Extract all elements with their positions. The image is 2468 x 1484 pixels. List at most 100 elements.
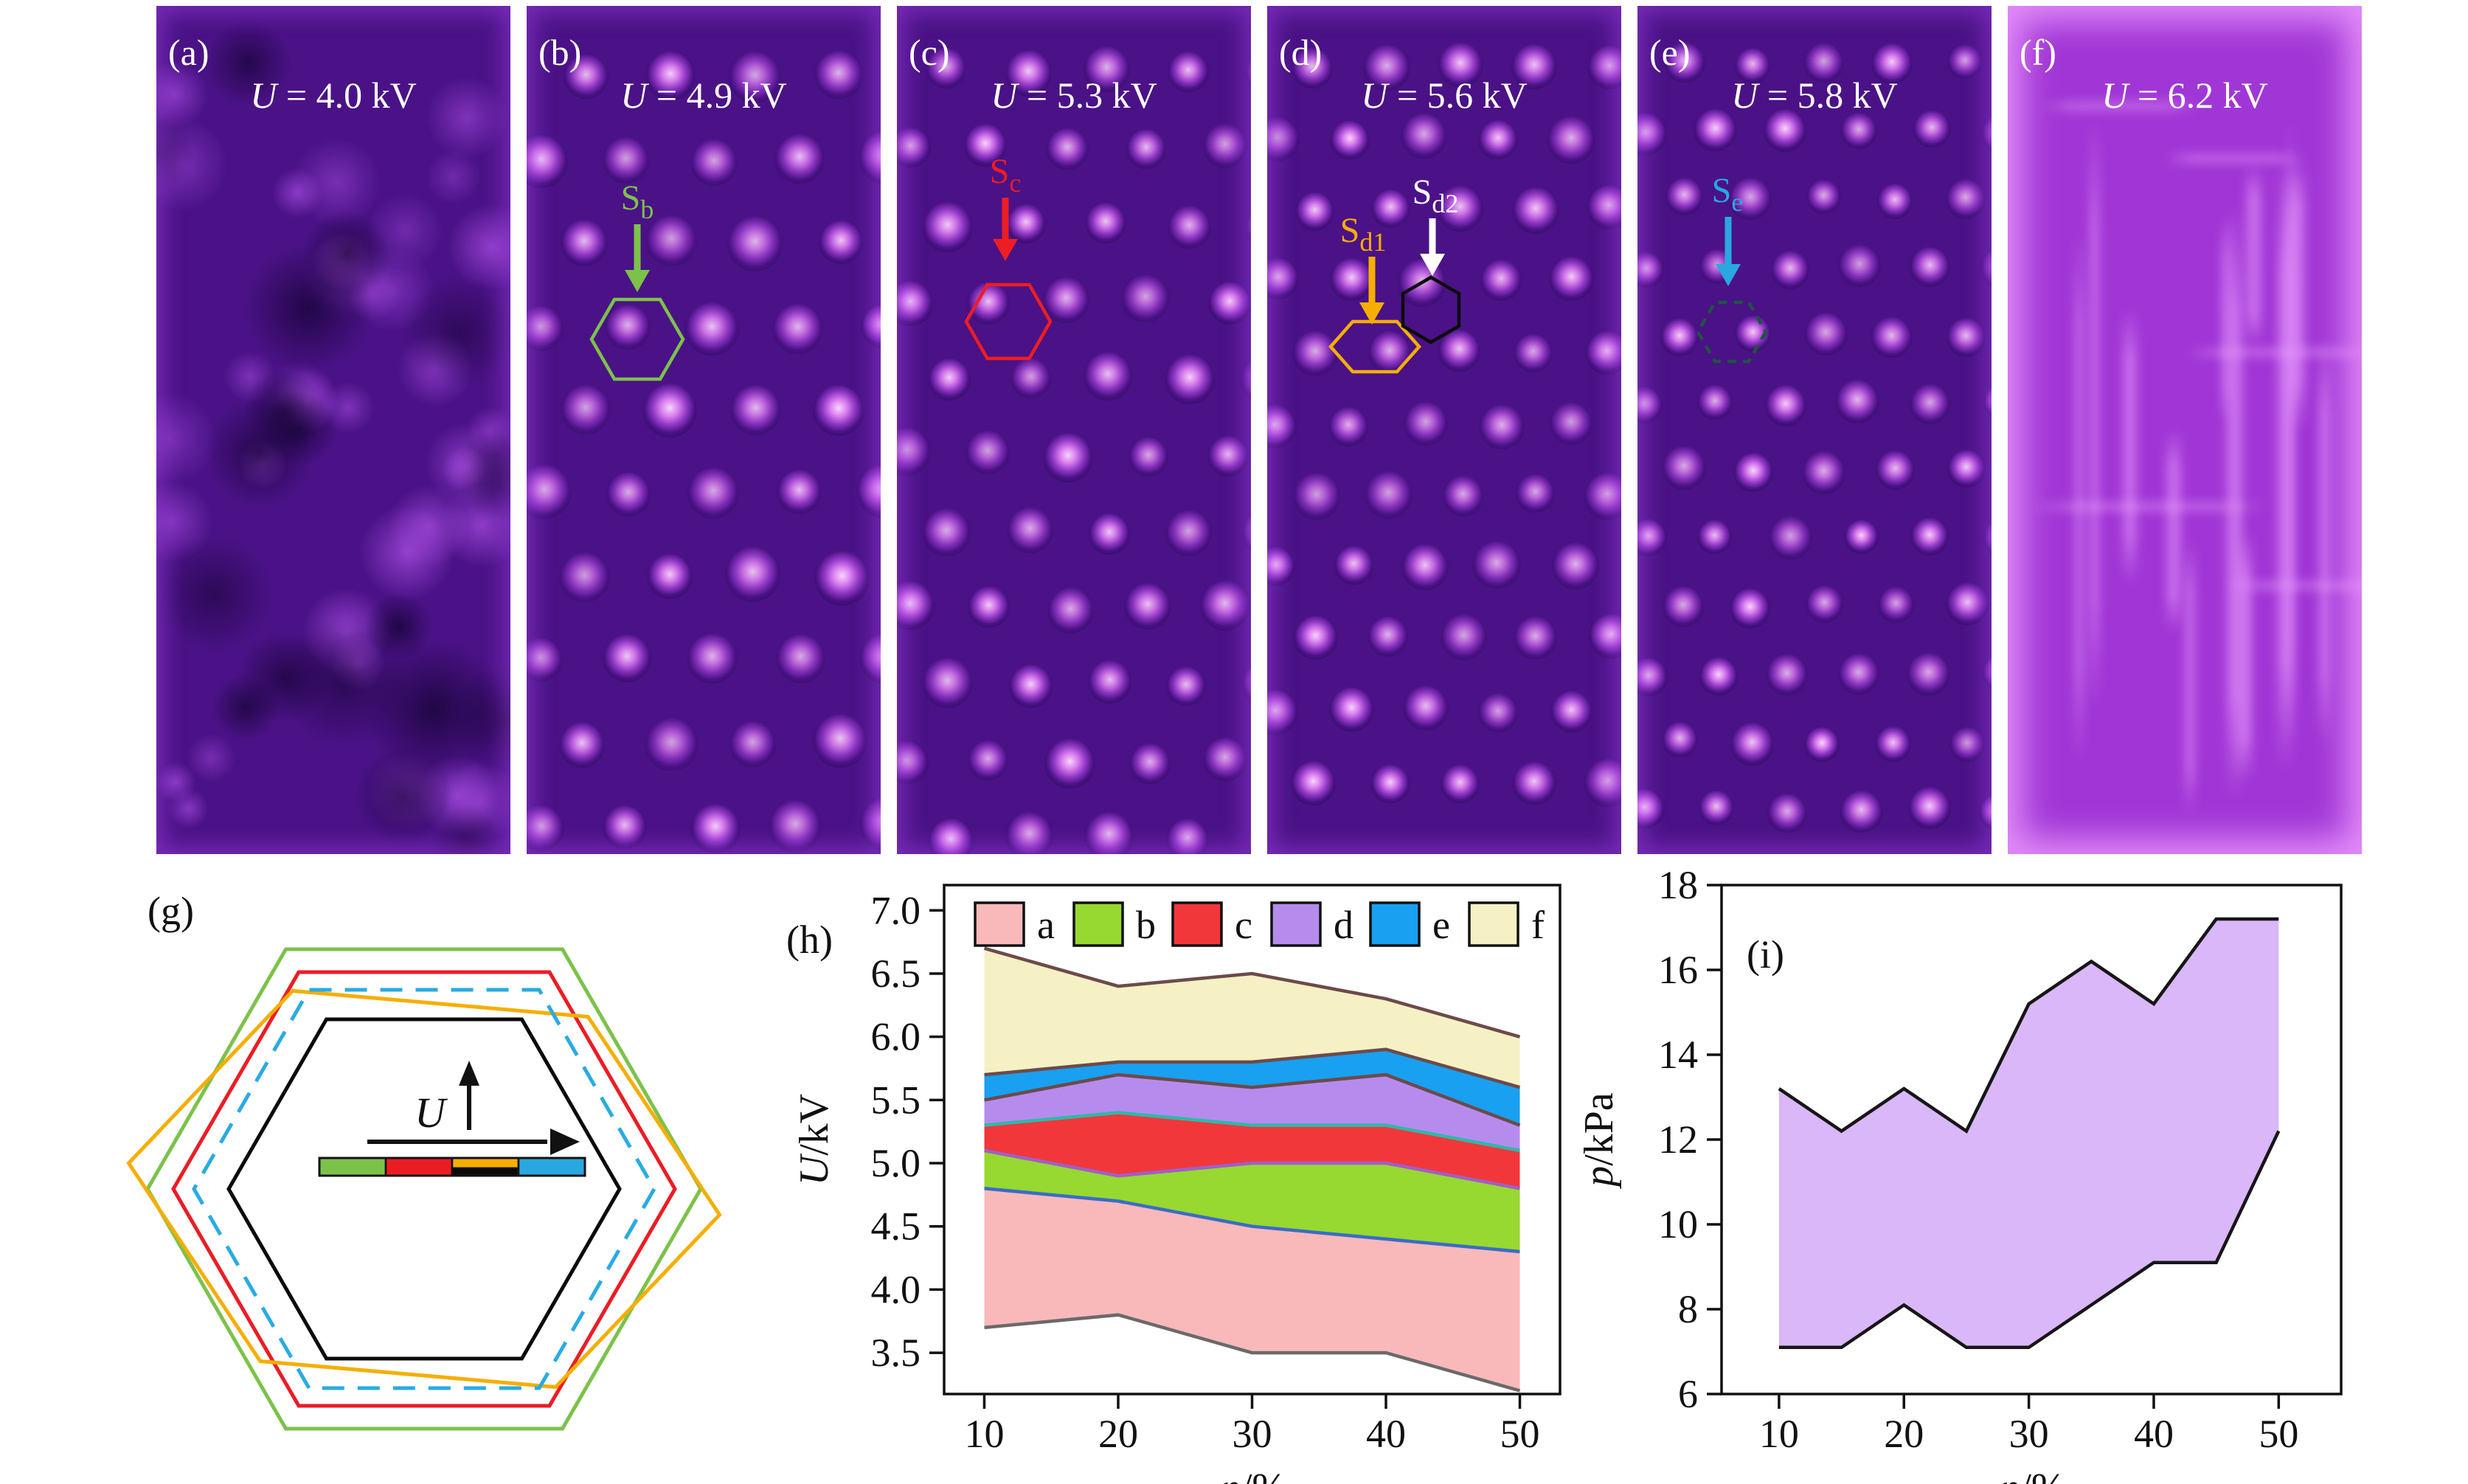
plasma-dot: [1294, 191, 1335, 232]
plasma-dot: [922, 507, 971, 557]
boundary-line-b-c: [984, 1148, 1520, 1190]
electrode-bar-segment: [384, 1157, 454, 1177]
plasma-blob: [156, 115, 230, 213]
plasma-dot: [558, 551, 611, 603]
voltage-value: = 5.8 kV: [1758, 74, 1898, 116]
plasma-dot: [1084, 811, 1134, 854]
plasma-dot: [812, 384, 864, 437]
legend-label-e: e: [1432, 903, 1450, 947]
plasma-dot: [1696, 519, 1733, 555]
plasma-dot: [1584, 472, 1621, 521]
plasma-dot: [1945, 178, 1986, 219]
plasma-dot: [1166, 665, 1207, 707]
plasma-dot: [646, 552, 693, 599]
plasma-dot: [967, 281, 1011, 325]
plasma-dot: [1805, 584, 1843, 623]
plasma-dot: [1291, 46, 1333, 89]
plasma-dot: [1121, 274, 1170, 323]
plasma-dot: [1910, 517, 1949, 556]
legend: a b c d e f: [974, 901, 1545, 947]
plasma-dot: [1586, 184, 1621, 230]
voltage-value: = 5.6 kV: [1387, 74, 1528, 116]
plasma-dot: [814, 550, 870, 606]
filament-streak: [2278, 159, 2293, 772]
panel-letter: (f): [2020, 32, 2056, 73]
plasma-dot: [1875, 726, 1911, 762]
plasma-dot: [1803, 726, 1840, 762]
plasma-dot: [1871, 316, 1913, 358]
filament-streak: [2186, 539, 2194, 815]
boundary-line-a-b: [984, 1187, 1520, 1254]
voltage-label: U = 5.8 kV: [1637, 74, 1992, 117]
plasma-dot: [1126, 128, 1167, 169]
plasma-dot: [1329, 119, 1370, 160]
plasma-dot: [1167, 51, 1209, 92]
plasma-dot: [527, 464, 572, 520]
plasma-blob: [423, 148, 482, 207]
voltage-symbol: U: [620, 74, 648, 116]
plasma-dot: [1699, 790, 1735, 826]
plasma-dot: [1328, 686, 1374, 732]
panel-annotations-d: Sd1 Sd2: [1328, 173, 1461, 374]
x-tick-label: 30: [1233, 1412, 1272, 1456]
panel-letter-g: (g): [148, 889, 194, 933]
plasma-dot: [1871, 42, 1913, 85]
plasma-dot: [774, 133, 825, 184]
plasma-dot: [1513, 333, 1553, 373]
y-tick-label: 6: [1678, 1372, 1698, 1416]
plasma-dot: [1290, 760, 1337, 806]
plasma-dot: [968, 586, 1010, 628]
plasma-dot: [1165, 509, 1213, 557]
up-arrow-head: [459, 1061, 479, 1086]
plasma-dot: [1005, 811, 1053, 854]
plasma-dot: [1477, 693, 1518, 733]
plasma-dot: [1368, 616, 1409, 657]
plasma-dot: [1764, 384, 1807, 426]
plasma-dot: [603, 805, 647, 849]
filament-streak: [2090, 119, 2099, 711]
plasma-dot: [1549, 256, 1594, 302]
y-tick-label: 5.0: [871, 1141, 921, 1185]
plasma-dot: [1909, 383, 1951, 425]
y-tick-label: 4.5: [871, 1204, 921, 1249]
legend-swatch-c: [1171, 901, 1223, 947]
discharge-panel-b: (b) U = 4.9 kV: [527, 6, 881, 854]
plasma-dot: [602, 136, 650, 184]
plasma-dot: [645, 214, 697, 266]
y-tick-label: 6.0: [871, 1015, 921, 1059]
plasma-dot: [1047, 587, 1094, 634]
voltage-symbol: U: [991, 74, 1018, 116]
right-arrow-head: [550, 1128, 580, 1155]
plasma-dot: [772, 302, 823, 354]
boundary-line-top: [983, 946, 1521, 1039]
y-tick-label: 4.0: [871, 1267, 921, 1311]
x-tick-label: 10: [1759, 1412, 1799, 1456]
boundary-line-d-e: [984, 1072, 1521, 1127]
voltage-symbol: U: [250, 74, 277, 116]
plasma-dot: [1983, 517, 1992, 558]
plasma-dot: [1583, 757, 1621, 807]
plasma-dot: [1980, 114, 1992, 154]
voltage-label: U = 6.2 kV: [2008, 74, 2362, 117]
x-axis-title: φ/%: [1218, 1466, 1286, 1484]
annotation-arrow-head: [625, 270, 650, 292]
plasma-dot: [1696, 384, 1733, 420]
plasma-dot: [897, 280, 933, 327]
plasma-dot: [777, 469, 822, 514]
plasma-dot: [1472, 541, 1521, 589]
voltage-value: = 4.0 kV: [277, 74, 417, 116]
annotation-arrow-head: [1716, 264, 1741, 286]
plasma-dot: [1551, 541, 1599, 589]
plasma-dot: [1693, 108, 1737, 152]
plasma-dot: [1011, 358, 1051, 398]
spot-label: Sc: [990, 152, 1022, 198]
x-tick-label: 50: [1500, 1412, 1540, 1456]
boundary-line-e-f: [984, 1047, 1521, 1089]
plasma-dot: [1370, 188, 1411, 228]
plasma-dot: [1584, 330, 1621, 375]
plasma-dot: [1328, 406, 1369, 447]
plasma-blob: [395, 330, 475, 409]
plasma-dot: [1165, 354, 1215, 404]
unit-cell-hexagon: [1401, 275, 1461, 344]
